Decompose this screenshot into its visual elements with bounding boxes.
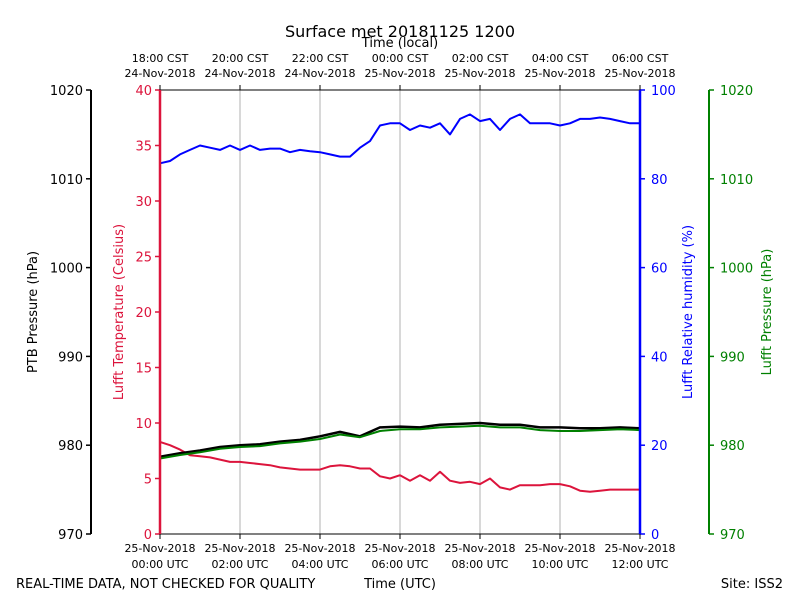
rh-tick-label: 100 — [651, 84, 676, 99]
rh-tick-label: 40 — [651, 350, 668, 365]
lufft_p-tick-label: 1020 — [720, 84, 753, 99]
temp-tick-label: 30 — [135, 195, 152, 210]
local-tick-time: 22:00 CST — [292, 52, 349, 65]
utc-tick-date: 25-Nov-2018 — [524, 542, 595, 555]
utc-tick-time: 08:00 UTC — [451, 558, 508, 571]
lufft_p-tick-label: 980 — [720, 439, 745, 454]
ptb-tick-label: 1000 — [50, 262, 83, 277]
lufft-pressure-axis-label: Lufft Pressure (hPa) — [760, 249, 775, 376]
lufft_p-tick-label: 990 — [720, 350, 745, 365]
temp-tick-label: 15 — [135, 362, 152, 377]
local-tick-time: 20:00 CST — [212, 52, 269, 65]
local-tick-time: 06:00 CST — [612, 52, 669, 65]
utc-tick-date: 25-Nov-2018 — [124, 542, 195, 555]
quality-disclaimer: REAL-TIME DATA, NOT CHECKED FOR QUALITY — [16, 577, 315, 592]
series-line-rh — [159, 113, 640, 165]
grid-layer — [239, 90, 561, 534]
temp-tick-label: 0 — [144, 528, 152, 543]
utc-tick-time: 12:00 UTC — [611, 558, 668, 571]
local-tick-time: 00:00 CST — [372, 52, 429, 65]
chart-title: Surface met 20181125 1200 — [285, 22, 515, 41]
ptb-tick-label: 990 — [58, 350, 83, 365]
ptb-tick-label: 1010 — [50, 173, 83, 188]
series-line-ptb — [159, 421, 641, 458]
utc-tick-date: 25-Nov-2018 — [604, 542, 675, 555]
series-line-lufft_p — [159, 424, 641, 460]
utc-tick-time: 04:00 UTC — [291, 558, 348, 571]
local-tick-time: 04:00 CST — [532, 52, 589, 65]
temp-tick-label: 40 — [135, 84, 152, 99]
site-label: Site: ISS2 — [721, 577, 783, 592]
utc-tick-time: 02:00 UTC — [211, 558, 268, 571]
local-tick-time: 18:00 CST — [132, 52, 189, 65]
x-axis-label: Time (UTC) — [363, 577, 436, 592]
temp-axis-label: Lufft Temperature (Celsius) — [112, 224, 127, 400]
series-layer — [159, 113, 641, 493]
lufft_p-tick-label: 970 — [720, 528, 745, 543]
local-tick-date: 25-Nov-2018 — [364, 67, 435, 80]
ptb-axis-label: PTB Pressure (hPa) — [26, 251, 41, 373]
local-tick-time: 02:00 CST — [452, 52, 509, 65]
temp-tick-label: 20 — [135, 306, 152, 321]
ticks-layer: 970 980 990 1000 1010 1020 0 5 10 15 20 25 30 35 40 0 20… — [50, 52, 753, 571]
utc-tick-date: 25-Nov-2018 — [364, 542, 435, 555]
rh-axis-label: Lufft Relative humidity (%) — [681, 225, 696, 399]
lufft_p-tick-label: 1000 — [720, 262, 753, 277]
ptb-tick-label: 970 — [58, 528, 83, 543]
temp-tick-label: 10 — [135, 417, 152, 432]
top-axis-label: Time (local) — [361, 36, 438, 51]
utc-tick-date: 25-Nov-2018 — [204, 542, 275, 555]
ptb-tick-label: 1020 — [50, 84, 83, 99]
local-tick-date: 24-Nov-2018 — [124, 67, 195, 80]
lufft_p-tick-label: 1010 — [720, 173, 753, 188]
local-tick-date: 25-Nov-2018 — [604, 67, 675, 80]
local-tick-date: 24-Nov-2018 — [204, 67, 275, 80]
local-tick-date: 25-Nov-2018 — [444, 67, 515, 80]
rh-tick-label: 20 — [651, 439, 668, 454]
utc-tick-date: 25-Nov-2018 — [284, 542, 355, 555]
rh-tick-label: 80 — [651, 173, 668, 188]
utc-tick-date: 25-Nov-2018 — [444, 542, 515, 555]
local-tick-date: 24-Nov-2018 — [284, 67, 355, 80]
temp-tick-label: 35 — [135, 140, 152, 155]
rh-tick-label: 60 — [651, 262, 668, 277]
utc-tick-time: 06:00 UTC — [371, 558, 428, 571]
utc-tick-time: 10:00 UTC — [531, 558, 588, 571]
rh-tick-label: 0 — [651, 528, 659, 543]
utc-tick-time: 00:00 UTC — [131, 558, 188, 571]
local-tick-date: 25-Nov-2018 — [524, 67, 595, 80]
temp-tick-label: 5 — [144, 473, 152, 488]
temp-tick-label: 25 — [135, 251, 152, 266]
series-line-temp — [159, 440, 640, 493]
ptb-tick-label: 980 — [58, 439, 83, 454]
